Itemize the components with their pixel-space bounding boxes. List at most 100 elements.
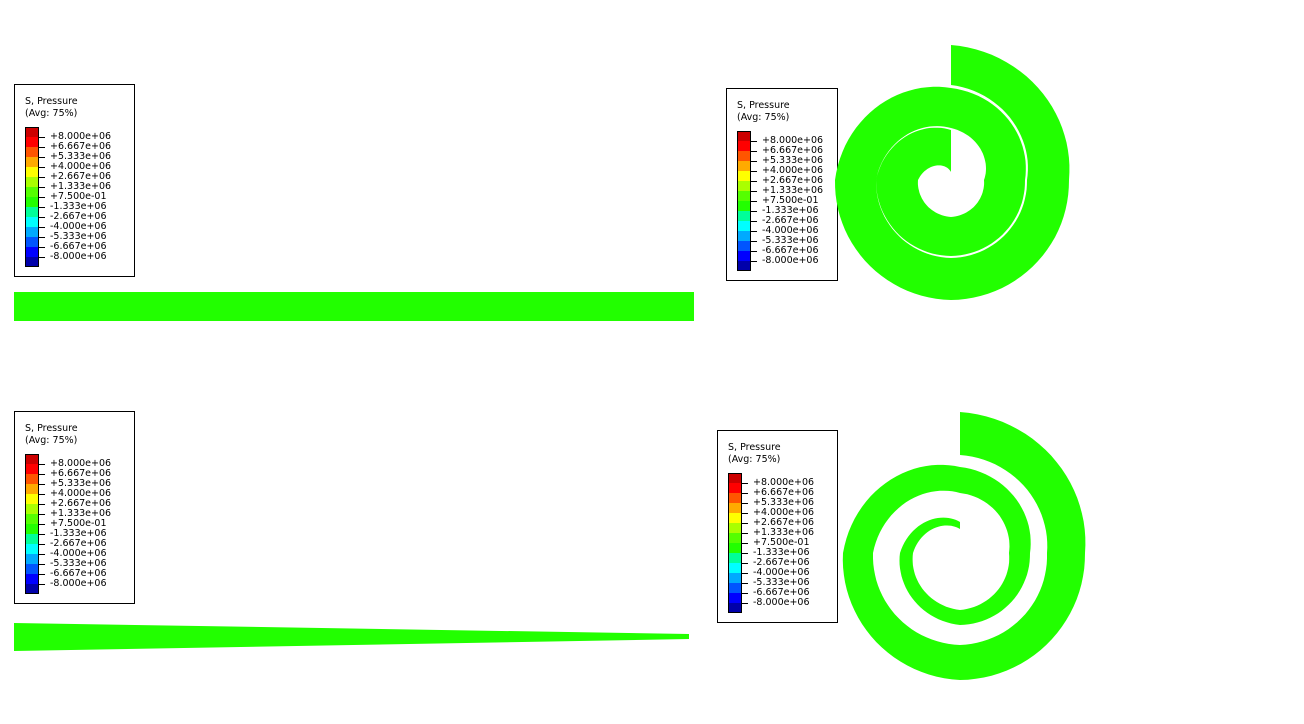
colorbar-tick [751,181,757,182]
colorbar-tick [742,563,748,564]
colorbar-tick [39,177,45,178]
colorbar-label: -6.667e+06 [762,245,819,256]
colorbar-label: -6.667e+06 [50,241,107,252]
colorbar-segment [728,473,742,483]
colorbar-tick [39,514,45,515]
colorbar-tick [39,574,45,575]
colorbar-segment [737,141,751,151]
colorbar-tick [39,147,45,148]
colorbar-tick [751,141,757,142]
colorbar-tick [39,484,45,485]
colorbar-label: -4.000e+06 [762,225,819,236]
colorbar-tick [742,583,748,584]
colorbar-label: +1.333e+06 [50,181,112,192]
colorbar-segment [25,167,39,177]
colorbar-tick [751,191,757,192]
colorbar-tick [751,221,757,222]
tapered-beam [14,623,689,651]
colorbar-segment [25,127,39,137]
colorbar-tick [39,564,45,565]
colorbar-label: +8.000e+06 [50,458,112,469]
colorbar-label: +7.500e-01 [762,195,819,206]
colorbar-tick [742,523,748,524]
colorbar-tick [39,554,45,555]
colorbar-label: +4.000e+06 [50,161,112,172]
colorbar-label: +5.333e+06 [753,497,815,508]
colorbar-segment [728,533,742,543]
colorbar-tick [742,513,748,514]
colorbar-segment [25,564,39,574]
colorbar-label: -5.333e+06 [753,577,810,588]
colorbar-tick [742,543,748,544]
colorbar-label: -8.000e+06 [753,597,810,608]
colorbar-tick [751,261,757,262]
colorbar-label: +1.333e+06 [762,185,824,196]
colorbar-segment [737,181,751,191]
colorbar-tick [39,167,45,168]
colorbar-segment [25,514,39,524]
colorbar-segment [25,484,39,494]
colorbar-label: -2.667e+06 [753,557,810,568]
colorbar-segment [737,131,751,141]
colorbar-tick [39,474,45,475]
colorbar-segment [728,503,742,513]
colorbar-tick [39,524,45,525]
legend-title: S, Pressure [728,442,781,453]
colorbar-label: +2.667e+06 [753,517,815,528]
colorbar-tick [742,503,748,504]
colorbar-tick [751,151,757,152]
colorbar-label: +1.333e+06 [753,527,815,538]
colorbar-tick [751,231,757,232]
colorbar-tick [39,187,45,188]
colorbar-tick [742,573,748,574]
colorbar-label: +7.500e-01 [753,537,810,548]
colorbar-tick [39,137,45,138]
colorbar-label: -8.000e+06 [50,251,107,262]
colorbar-label: +2.667e+06 [762,175,824,186]
colorbar-label: +8.000e+06 [50,131,112,142]
colorbar-label: +8.000e+06 [753,477,815,488]
colorbar-segment [728,523,742,533]
colorbar-segment [737,211,751,221]
colorbar-label: +2.667e+06 [50,171,112,182]
colorbar-tick [751,211,757,212]
colorbar-label: -2.667e+06 [50,211,107,222]
colorbar-label: +1.333e+06 [50,508,112,519]
colorbar-segment [25,227,39,237]
legend-title: S, Pressure [25,423,78,434]
legend-subtitle: (Avg: 75%) [25,435,78,446]
colorbar-segment [728,563,742,573]
colorbar-segment [737,221,751,231]
colorbar-segment [25,197,39,207]
legend-title: S, Pressure [25,96,78,107]
colorbar-tick [39,257,45,258]
colorbar-segment [728,513,742,523]
colorbar-segment [737,201,751,211]
colorbar-segment [25,504,39,514]
colorbar-tick [742,483,748,484]
colorbar-tick [39,534,45,535]
colorbar-label: -5.333e+06 [50,231,107,242]
colorbar-tick [742,603,748,604]
colorbar-segment [25,137,39,147]
colorbar-tick [742,553,748,554]
colorbar-segment [728,593,742,603]
colorbar-segment [737,241,751,251]
colorbar-label: -6.667e+06 [50,568,107,579]
colorbar-label: -1.333e+06 [753,547,810,558]
colorbar-tick [751,201,757,202]
colorbar-segment [737,251,751,261]
colorbar-segment [737,171,751,181]
colorbar-tick [751,161,757,162]
legend-bottom-right: S, Pressure (Avg: 75%) +8.000e+06 +6.667e+0… [717,430,838,623]
colorbar-label: +6.667e+06 [50,141,112,152]
colorbar-label: +5.333e+06 [50,478,112,489]
colorbar-tick [742,533,748,534]
colorbar-segment [737,161,751,171]
colorbar-tick [751,251,757,252]
colorbar-tick [39,544,45,545]
colorbar-tick [742,593,748,594]
colorbar-tick [39,197,45,198]
colorbar-segment [25,464,39,474]
